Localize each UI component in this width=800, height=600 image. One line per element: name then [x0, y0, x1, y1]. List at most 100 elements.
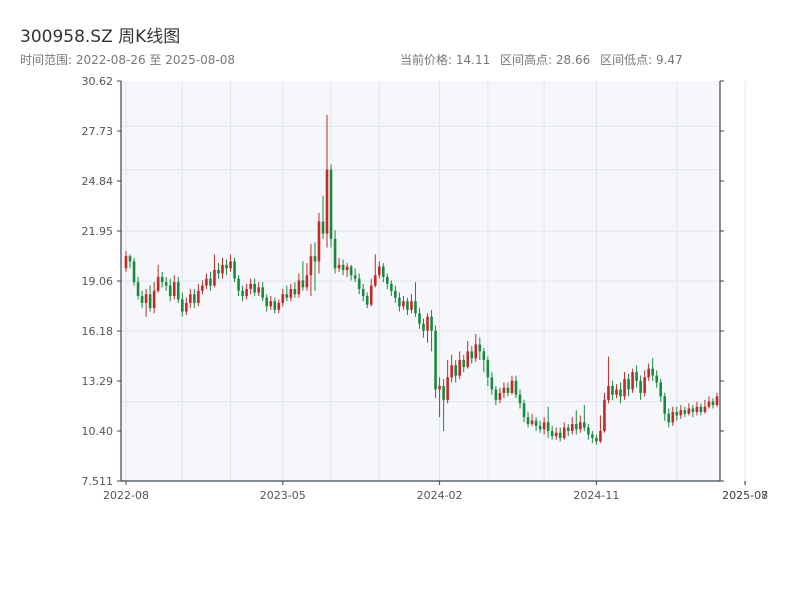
candle-body — [683, 410, 687, 414]
candle-body — [390, 283, 393, 291]
candle-body — [534, 420, 538, 426]
candle-body — [659, 382, 663, 397]
candle-body — [687, 408, 691, 414]
candle-body — [466, 351, 470, 367]
candle-body — [229, 261, 232, 269]
candle-body — [506, 387, 510, 393]
candle-body — [474, 344, 478, 359]
candle-body — [201, 285, 204, 291]
candle-body — [490, 377, 494, 390]
candle-body — [671, 411, 675, 423]
y-tick-label: 21.95 — [82, 225, 114, 238]
candle-body — [185, 302, 188, 312]
candle-body — [579, 422, 582, 430]
candle-body — [281, 294, 285, 303]
candle-body — [438, 385, 441, 390]
candle-body — [655, 375, 658, 383]
candle-body — [253, 283, 256, 293]
candle-body — [225, 264, 228, 269]
candle-body — [603, 399, 606, 431]
candle-body — [498, 392, 502, 400]
candle-body — [257, 287, 260, 293]
candle-body — [261, 287, 264, 298]
y-tick-label: 27.73 — [82, 125, 114, 138]
candle-body — [631, 372, 634, 390]
candle-body — [711, 401, 715, 406]
candle-body — [546, 422, 550, 431]
y-tick-label: 24.84 — [82, 175, 114, 188]
candle-body — [144, 294, 148, 303]
candle-body — [345, 266, 349, 271]
candle-body — [418, 313, 421, 324]
y-tick-label: 16.18 — [82, 325, 114, 338]
candle-body — [209, 278, 212, 286]
candle-body — [526, 417, 530, 425]
candle-body — [313, 256, 317, 262]
candle-body — [679, 410, 683, 416]
candle-body — [538, 425, 542, 430]
candle-body — [550, 430, 554, 437]
candle-body — [470, 351, 474, 359]
candle-body — [241, 290, 244, 296]
candle-body — [651, 368, 654, 376]
candle-body — [554, 432, 558, 437]
candle-body — [301, 280, 305, 288]
candle-body — [558, 432, 562, 438]
candle-body — [273, 301, 277, 310]
candle-body — [482, 351, 486, 361]
candle-body — [522, 403, 526, 418]
x-tick-label: 2025-08 — [722, 489, 768, 502]
candle-body — [562, 427, 566, 438]
candle-body — [249, 283, 252, 290]
x-tick-label: 2024-11 — [573, 489, 619, 502]
candle-body — [442, 385, 445, 400]
candle-body — [156, 276, 160, 291]
candle-body — [510, 380, 514, 393]
candle-body — [502, 387, 506, 393]
candle-body — [329, 169, 333, 239]
candle-body — [627, 379, 630, 390]
candle-body — [180, 299, 184, 312]
candle-body — [691, 408, 695, 412]
candle-body — [386, 276, 389, 284]
candle-body — [305, 275, 309, 288]
candle-body — [615, 389, 618, 395]
candle-body — [434, 330, 437, 390]
candle-body — [333, 238, 337, 269]
candle-body — [675, 411, 679, 416]
candle-body — [197, 290, 200, 303]
candle-body — [221, 264, 224, 274]
range-high-text: 区间高点: 28.66 — [500, 53, 591, 67]
candle-body — [377, 266, 381, 276]
y-tick-label: 19.06 — [82, 275, 114, 288]
candle-body — [277, 302, 281, 310]
candle-body — [382, 266, 385, 277]
candle-body — [410, 301, 413, 310]
candle-body — [574, 424, 578, 430]
candle-body — [619, 389, 622, 397]
candle-body — [361, 289, 365, 296]
candle-body — [128, 256, 132, 262]
candle-body — [566, 427, 570, 431]
candle-body — [430, 316, 433, 331]
candle-body — [317, 221, 321, 262]
candle-body — [595, 437, 598, 442]
candle-body — [353, 275, 357, 279]
candle-body — [530, 420, 534, 425]
candle-body — [369, 285, 373, 305]
candle-body — [643, 377, 646, 393]
candle-body — [635, 372, 638, 381]
candle-body — [233, 261, 236, 279]
candle-body — [450, 365, 453, 378]
x-tick-label: 2022-08 — [103, 489, 149, 502]
candle-body — [426, 316, 429, 331]
candle-body — [168, 285, 172, 296]
range-low-text: 区间低点: 9.47 — [600, 53, 683, 67]
candle-body — [394, 290, 397, 298]
candle-body — [695, 406, 699, 412]
current-price-text: 当前价格: 14.11 — [400, 53, 491, 67]
candle-body — [140, 295, 144, 303]
candle-body — [599, 430, 602, 442]
candle-body — [611, 385, 614, 395]
